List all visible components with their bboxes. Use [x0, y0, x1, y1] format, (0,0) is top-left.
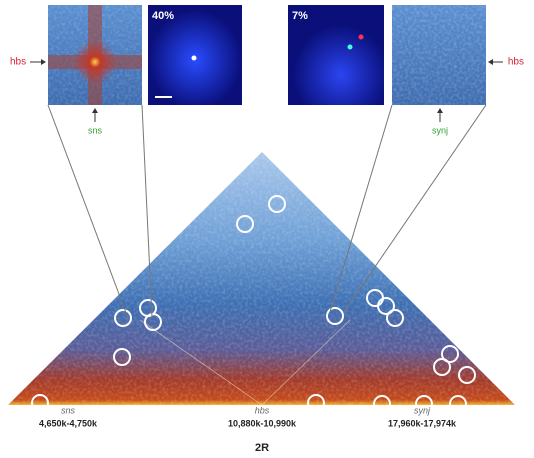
gene-label: hbs: [255, 405, 270, 415]
locus-label: hbs: [508, 57, 524, 68]
gene-label: sns: [61, 405, 76, 415]
arrow-head: [41, 59, 46, 65]
locus-label: hbs: [10, 57, 26, 68]
arrow-head: [92, 108, 98, 113]
fish-spot: [359, 35, 364, 40]
gene-label: synj: [414, 405, 431, 415]
locus-range: 4,650k-4,750k: [39, 418, 98, 428]
locus-range: 17,960k-17,974k: [388, 418, 457, 428]
chromosome-label: 2R: [255, 442, 269, 454]
arrow-head: [488, 59, 493, 65]
fish-spot: [348, 45, 353, 50]
figure: 40% 7% hbs sns hbs synj sns 4,650k-4,750…: [0, 0, 534, 458]
percent-label: 7%: [292, 10, 308, 22]
gene-label: synj: [432, 125, 448, 135]
left-heatmap-peak: [73, 40, 117, 84]
map-texture: [8, 152, 515, 405]
right-heatmap-texture: [392, 5, 486, 105]
fish-spot: [192, 56, 197, 61]
arrow-head: [437, 108, 443, 113]
locus-range: 10,880k-10,990k: [228, 418, 297, 428]
percent-label: 40%: [152, 10, 174, 22]
gene-label: sns: [88, 125, 103, 135]
